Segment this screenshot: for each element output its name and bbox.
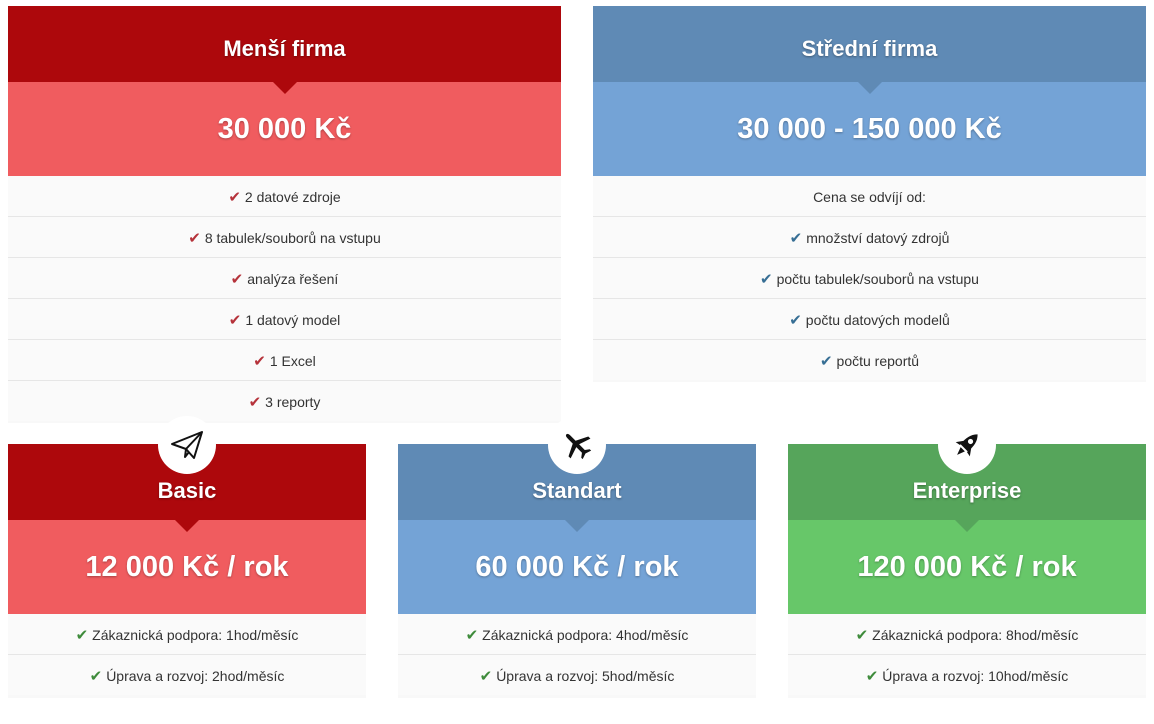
check-icon: ✔ <box>75 627 89 644</box>
header-arrow <box>955 520 979 532</box>
card-header: Střední firma <box>593 6 1146 94</box>
plan-title: Enterprise <box>912 478 1022 503</box>
check-icon: ✔ <box>465 627 479 644</box>
check-icon: ✔ <box>865 668 879 685</box>
paper-plane-badge <box>158 416 216 474</box>
list-item: ✔ 1 Excel <box>8 340 561 381</box>
airplane-icon <box>565 433 592 460</box>
check-icon: ✔ <box>855 627 869 644</box>
list-item: ✔ analýza řešení <box>8 258 561 299</box>
check-icon: ✔ <box>89 668 103 685</box>
plan-title: Standart <box>532 478 622 503</box>
rocket-badge <box>938 416 996 474</box>
plan-card-standart: Standart 60 000 Kč / rok ✔ Zákaznická pod… <box>398 416 756 698</box>
feature-list: ✔ Zákaznická podpora: 4hod/měsíc ✔ Úprava … <box>398 614 756 695</box>
check-icon: ✔ <box>760 271 773 288</box>
list-item: ✔ množství datový zdrojů <box>593 217 1146 258</box>
list-item-intro: Cena se odvíjí od: <box>593 176 1146 217</box>
check-icon: ✔ <box>789 312 802 329</box>
feature-list: ✔ 2 datové zdroje ✔ 8 tabulek/souborů na v… <box>8 176 561 421</box>
header-arrow <box>857 82 882 94</box>
list-item: ✔ počtu datových modelů <box>593 299 1146 340</box>
check-icon: ✔ <box>479 668 493 685</box>
plan-title: Basic <box>157 478 217 503</box>
pricing-card-medium-company: Střední firma 30 000 - 150 000 Kč Cena s… <box>593 6 1146 382</box>
list-item: ✔ Zákaznická podpora: 1hod/měsíc <box>8 614 366 655</box>
list-item: ✔ 1 datový model <box>8 299 561 340</box>
list-item: ✔ 2 datové zdroje <box>8 176 561 217</box>
plan-price: 120 000 Kč / rok <box>788 520 1146 614</box>
pricing-card-small-company: Menší firma 30 000 Kč ✔ 2 datové zdroje ✔… <box>8 6 561 423</box>
feature-list: ✔ Zákaznická podpora: 1hod/měsíc ✔ Úprava … <box>8 614 366 695</box>
card-title: Střední firma <box>801 36 938 61</box>
list-item: ✔ Úprava a rozvoj: 2hod/měsíc <box>8 655 366 695</box>
header-arrow <box>565 520 589 532</box>
header-arrow <box>272 82 297 94</box>
list-item: ✔ 8 tabulek/souborů na vstupu <box>8 217 561 258</box>
plan-card-enterprise: Enterprise 120 000 Kč / rok ✔ Zákaznická … <box>788 416 1146 698</box>
card-price: 30 000 Kč <box>8 82 561 176</box>
list-item: ✔ počtu reportů <box>593 340 1146 380</box>
check-icon: ✔ <box>253 353 266 370</box>
header-arrow <box>175 520 199 532</box>
rocket-icon <box>955 434 978 457</box>
feature-list: ✔ Zákaznická podpora: 8hod/měsíc ✔ Úprava … <box>788 614 1146 695</box>
list-item: ✔ Zákaznická podpora: 4hod/měsíc <box>398 614 756 655</box>
check-icon: ✔ <box>228 189 241 206</box>
list-item: ✔ počtu tabulek/souborů na vstupu <box>593 258 1146 299</box>
card-header: Menší firma <box>8 6 561 94</box>
list-item: ✔ 3 reporty <box>8 381 561 421</box>
list-item: ✔ Úprava a rozvoj: 10hod/měsíc <box>788 655 1146 695</box>
check-icon: ✔ <box>228 312 242 329</box>
check-icon: ✔ <box>230 271 244 288</box>
feature-list: Cena se odvíjí od: ✔ množství datový zdro… <box>593 176 1146 380</box>
list-item: ✔ Úprava a rozvoj: 5hod/měsíc <box>398 655 756 695</box>
check-icon: ✔ <box>789 230 803 247</box>
plan-price: 60 000 Kč / rok <box>398 520 756 614</box>
check-icon: ✔ <box>248 394 262 411</box>
plan-card-basic: Basic 12 000 Kč / rok ✔ Zákaznická podpor… <box>8 416 366 698</box>
card-price: 30 000 - 150 000 Kč <box>593 82 1146 176</box>
list-item: ✔ Zákaznická podpora: 8hod/měsíc <box>788 614 1146 655</box>
paper-plane-icon <box>171 431 203 459</box>
airplane-badge <box>548 416 606 474</box>
plan-price: 12 000 Kč / rok <box>8 520 366 614</box>
card-title: Menší firma <box>223 36 346 61</box>
check-icon: ✔ <box>188 230 201 247</box>
check-icon: ✔ <box>819 353 833 370</box>
